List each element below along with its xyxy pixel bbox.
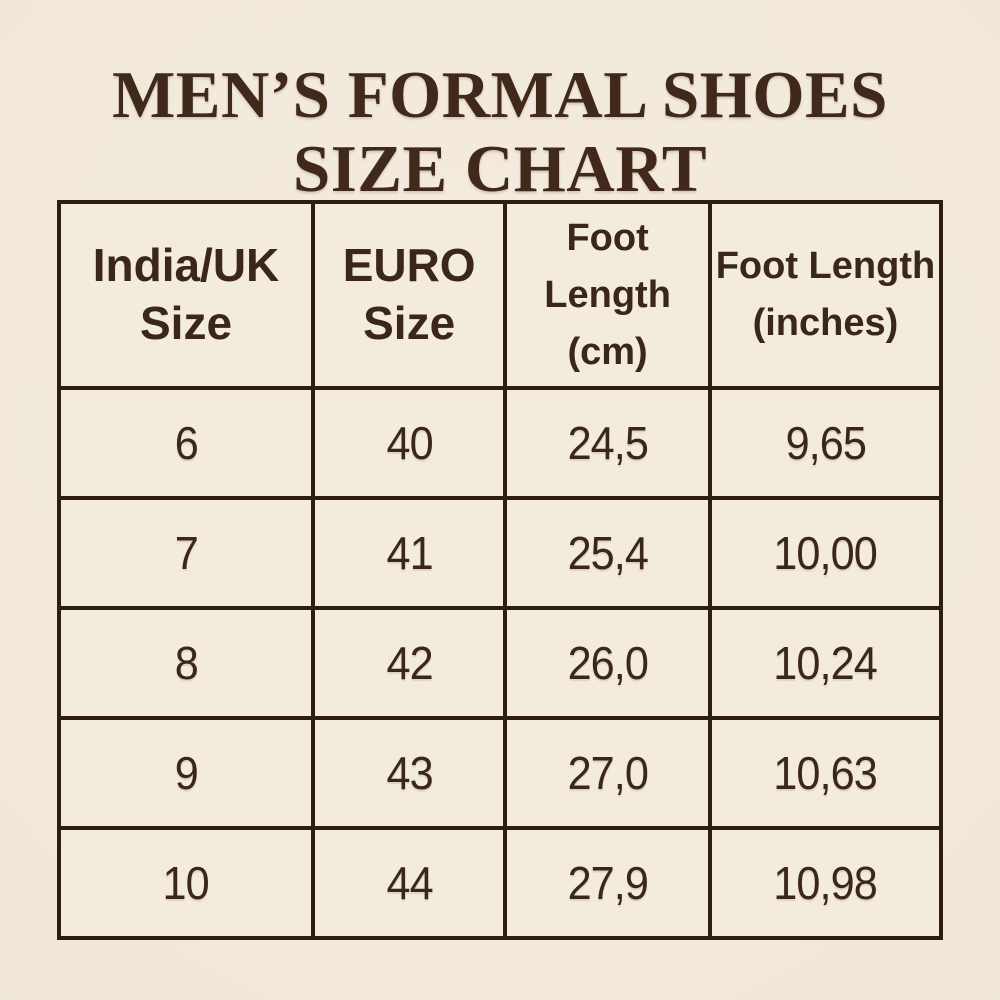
table-cell: 40 [311,386,508,500]
header-foot-cm-line-2: Length (cm) [544,273,671,373]
table-cell: 10,24 [707,606,944,720]
table-row: 6 40 24,5 9,65 [56,386,944,500]
size-chart-table: India/UK Size EURO Size Foot Length (cm)… [56,200,944,940]
cell-value: 10,98 [773,857,878,909]
table-row: 8 42 26,0 10,24 [56,606,944,720]
header-cell-india-uk-size: India/UK Size [56,200,316,390]
page-title-line-1: MEN’S FORMAL SHOES [112,57,888,132]
header-cell-euro-size: EURO Size [311,200,508,390]
table-cell: 44 [311,826,508,940]
cell-value: 8 [174,637,198,689]
cell-value: 10,63 [773,747,878,799]
cell-value: 25,4 [567,527,648,579]
table-cell: 25,4 [503,496,712,610]
table-cell: 24,5 [503,386,712,500]
table-row: 9 43 27,0 10,63 [56,716,944,830]
table-cell: 9 [56,716,316,830]
cell-value: 41 [386,527,433,579]
cell-value: 9,65 [785,417,866,469]
header-cell-foot-length-cm: Foot Length (cm) [503,200,712,390]
cell-value: 6 [174,417,198,469]
header-euro-line-1: EURO [342,239,476,292]
table-cell: 26,0 [503,606,712,720]
table-row: 7 41 25,4 10,00 [56,496,944,610]
table-header-row: India/UK Size EURO Size Foot Length (cm)… [56,200,944,390]
cell-value: 10 [162,857,210,909]
table-cell: 27,9 [503,826,712,940]
page-title-line-2: SIZE CHART [292,131,708,206]
cell-value: 10,24 [773,637,878,689]
header-cell-foot-length-inches: Foot Length (inches) [707,200,944,390]
table-cell: 7 [56,496,316,610]
table-cell: 10 [56,826,316,940]
cell-value: 10,00 [773,527,878,579]
header-foot-inches-line-2: (inches) [752,302,899,344]
table-cell: 10,00 [707,496,944,610]
cell-value: 40 [386,417,433,469]
table-cell: 8 [56,606,316,720]
header-india-uk-line-2: Size [139,297,233,349]
table-cell: 27,0 [503,716,712,830]
table-cell: 10,98 [707,826,944,940]
header-india-uk-line-1: India/UK [92,239,280,292]
cell-value: 7 [174,527,198,579]
table-cell: 42 [311,606,508,720]
cell-value: 9 [174,747,198,799]
table-cell: 41 [311,496,508,610]
cell-value: 24,5 [567,417,648,469]
cell-value: 44 [386,857,433,909]
header-foot-cm-line-1: Foot [566,216,649,259]
table-cell: 6 [56,386,316,500]
page-title: MEN’S FORMAL SHOES SIZE CHART [0,57,1000,206]
table-row: 10 44 27,9 10,98 [56,826,944,940]
header-foot-inches-line-1: Foot Length [715,245,936,287]
cell-value: 27,0 [567,747,648,799]
header-euro-line-2: Size [363,297,456,349]
cell-value: 27,9 [567,857,648,909]
table-cell: 43 [311,716,508,830]
cell-value: 43 [386,747,433,799]
table-cell: 9,65 [707,386,944,500]
cell-value: 26,0 [567,637,648,689]
table-cell: 10,63 [707,716,944,830]
cell-value: 42 [386,637,433,689]
